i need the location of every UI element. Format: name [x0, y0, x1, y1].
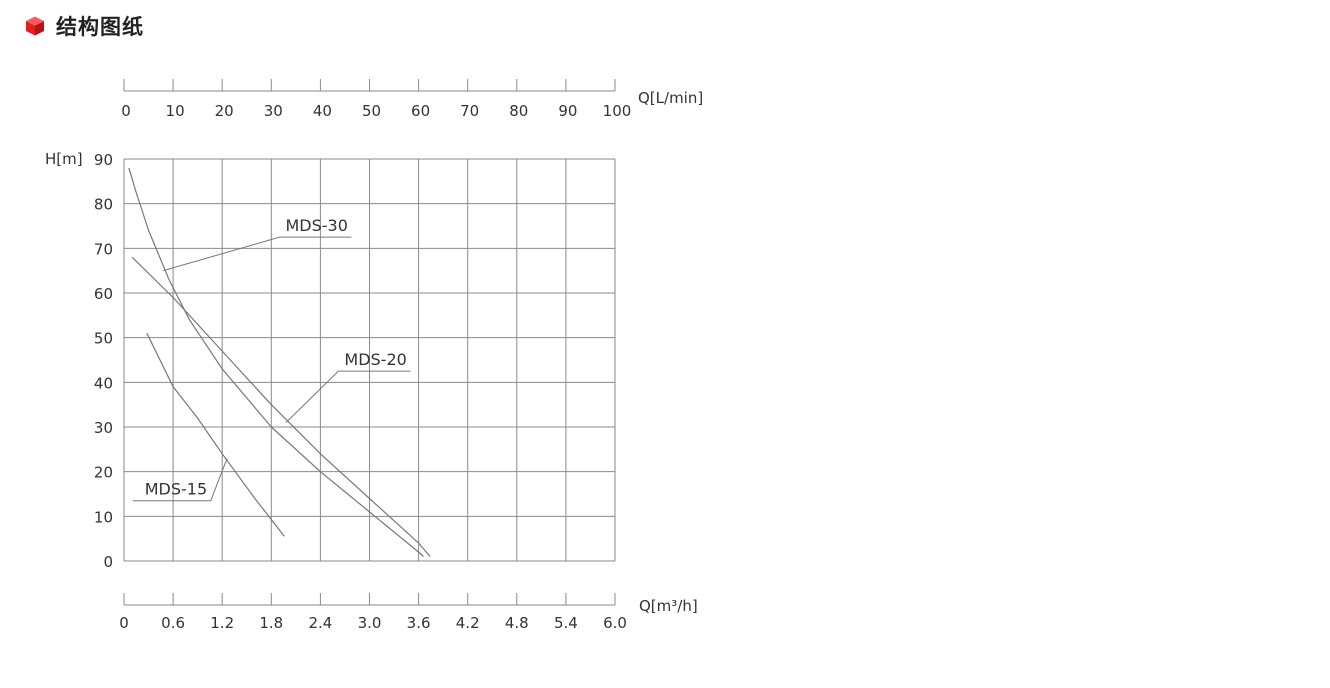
bottom-axis-tick-label: 3.0 [358, 614, 382, 632]
chart-grid [123, 158, 616, 562]
y-axis-tick-label: 50 [94, 330, 113, 348]
top-axis-tick-label: 100 [603, 102, 632, 120]
top-axis-tick-label: 40 [313, 102, 332, 120]
callout-leader-line [163, 236, 280, 272]
y-axis-tick-label: 0 [103, 553, 113, 571]
y-axis-tick-label: 10 [94, 508, 113, 526]
bottom-axis-tick-label: 0 [119, 614, 129, 632]
bottom-axis-tick-label: 6.0 [603, 614, 627, 632]
series-line-mds-20 [131, 256, 431, 557]
chart-series [128, 167, 431, 557]
y-axis-tick-label: 80 [94, 196, 113, 214]
top-axis-tick-label: 80 [509, 102, 528, 120]
x-axis-title-alt: Q[L/min] [638, 89, 703, 107]
y-axis-tick-label: 60 [94, 285, 113, 303]
top-axis-tick-label: 30 [264, 102, 283, 120]
top-axis-tick-label: 10 [166, 102, 185, 120]
series-label-mds-30: MDS-30 [285, 216, 347, 235]
top-axis-tick-label: 70 [460, 102, 479, 120]
x-axis-title: Q[m³/h] [639, 597, 698, 615]
y-axis-head: 0 10 20 30 40 50 60 70 80 90 [94, 151, 113, 571]
section-header: 结构图纸 [24, 10, 144, 42]
top-axis-tick-label: 90 [558, 102, 577, 120]
bottom-axis-tick-label: 0.6 [161, 614, 185, 632]
bottom-axis-tick-label: 1.2 [210, 614, 234, 632]
top-axis-tick-label: 0 [121, 102, 131, 120]
bottom-axis-tick-label: 2.4 [308, 614, 332, 632]
series-label-mds-15: MDS-15 [145, 480, 207, 499]
y-axis-tick-label: 40 [94, 374, 113, 392]
top-axis-tick-label: 50 [362, 102, 381, 120]
bottom-axis-tick-label: 4.2 [456, 614, 480, 632]
y-axis-tick-label: 20 [94, 464, 113, 482]
top-axis-tick-label: 20 [215, 102, 234, 120]
bottom-axis-tick-label: 3.6 [407, 614, 431, 632]
bottom-axis-tick-label: 1.8 [259, 614, 283, 632]
y-axis-tick-label: 70 [94, 240, 113, 258]
series-line-mds-15 [146, 332, 285, 537]
callout-leader-line [285, 370, 339, 423]
bottom-axis-tick-label: 5.4 [554, 614, 578, 632]
series-line-mds-30 [128, 167, 424, 557]
section-title: 结构图纸 [56, 15, 144, 39]
series-label-mds-20: MDS-20 [344, 350, 406, 369]
series-callouts: MDS-30 MDS-20 MDS-15 [132, 216, 411, 502]
y-axis-title: H[m] [45, 150, 83, 168]
y-axis-tick-label: 30 [94, 419, 113, 437]
y-axis-tick-label: 90 [94, 151, 113, 169]
top-axis-tick-label: 60 [411, 102, 430, 120]
bottom-axis-m3h: 0 0.6 1.2 1.8 2.4 3.0 3.6 4.2 4.8 5.4 6.0 [119, 593, 627, 632]
top-axis-lpm: 0 10 20 30 40 50 60 70 80 90 100 [121, 79, 631, 120]
callout-leader-line [210, 458, 228, 501]
cube-icon [26, 16, 44, 36]
bottom-axis-tick-label: 4.8 [505, 614, 529, 632]
